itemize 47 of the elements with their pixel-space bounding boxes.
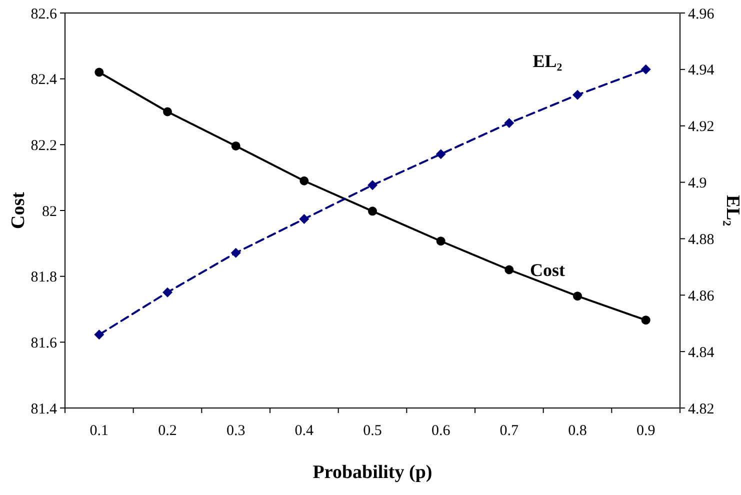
point <box>641 316 650 325</box>
point <box>299 214 310 224</box>
y-tick-label: 82.2 <box>30 138 57 154</box>
series-label: EL₂ <box>532 50 562 71</box>
point <box>436 236 446 246</box>
y-tick-label: 82.6 <box>30 6 58 22</box>
point <box>162 287 172 298</box>
point <box>573 292 582 301</box>
y2-tick-label: 4.94 <box>688 62 715 79</box>
y2-tick-label: 4.86 <box>688 288 715 304</box>
point <box>163 107 172 116</box>
x-tick-label: 0.7 <box>500 423 520 439</box>
y-tick-label: 81.4 <box>30 401 58 418</box>
point <box>640 64 651 74</box>
x-tick-label: 0.8 <box>568 423 587 439</box>
x-tick-label: 0.5 <box>363 423 382 439</box>
x-tick-label: 0.6 <box>431 423 451 439</box>
y-tick-label: 82 <box>42 204 57 220</box>
series-label: Cost <box>530 260 566 280</box>
y2-axis-title: EL₂ <box>722 194 741 226</box>
point <box>368 180 378 190</box>
x-tick-label: 0.1 <box>90 423 109 439</box>
y-tick-label: 81.6 <box>30 335 58 352</box>
y-tick-label: 82.4 <box>30 72 58 88</box>
point <box>436 149 446 160</box>
x-tick-label: 0.9 <box>636 423 656 439</box>
point <box>504 265 514 274</box>
point <box>572 90 582 100</box>
y2-tick-label: 4.96 <box>688 6 715 22</box>
y-axis-title: Cost <box>8 191 29 229</box>
point <box>300 176 309 186</box>
y2-tick-label: 4.92 <box>688 119 714 136</box>
y-tick-label: 81.8 <box>30 270 57 286</box>
y2-tick-label: 4.84 <box>688 344 715 361</box>
point <box>368 206 377 216</box>
point <box>231 141 240 150</box>
y2-tick-label: 4.88 <box>688 232 714 248</box>
x-tick-label: 0.2 <box>158 423 177 439</box>
point <box>94 68 104 77</box>
y2-tick-label: 4.82 <box>688 401 714 418</box>
x-tick-label: 0.4 <box>294 423 314 439</box>
y2-tick-label: 4.9 <box>688 176 707 192</box>
x-axis-title: Probability (p) <box>312 462 432 483</box>
x-tick-label: 0.3 <box>226 423 246 439</box>
point <box>94 330 104 340</box>
point <box>230 248 241 258</box>
point <box>504 118 514 128</box>
